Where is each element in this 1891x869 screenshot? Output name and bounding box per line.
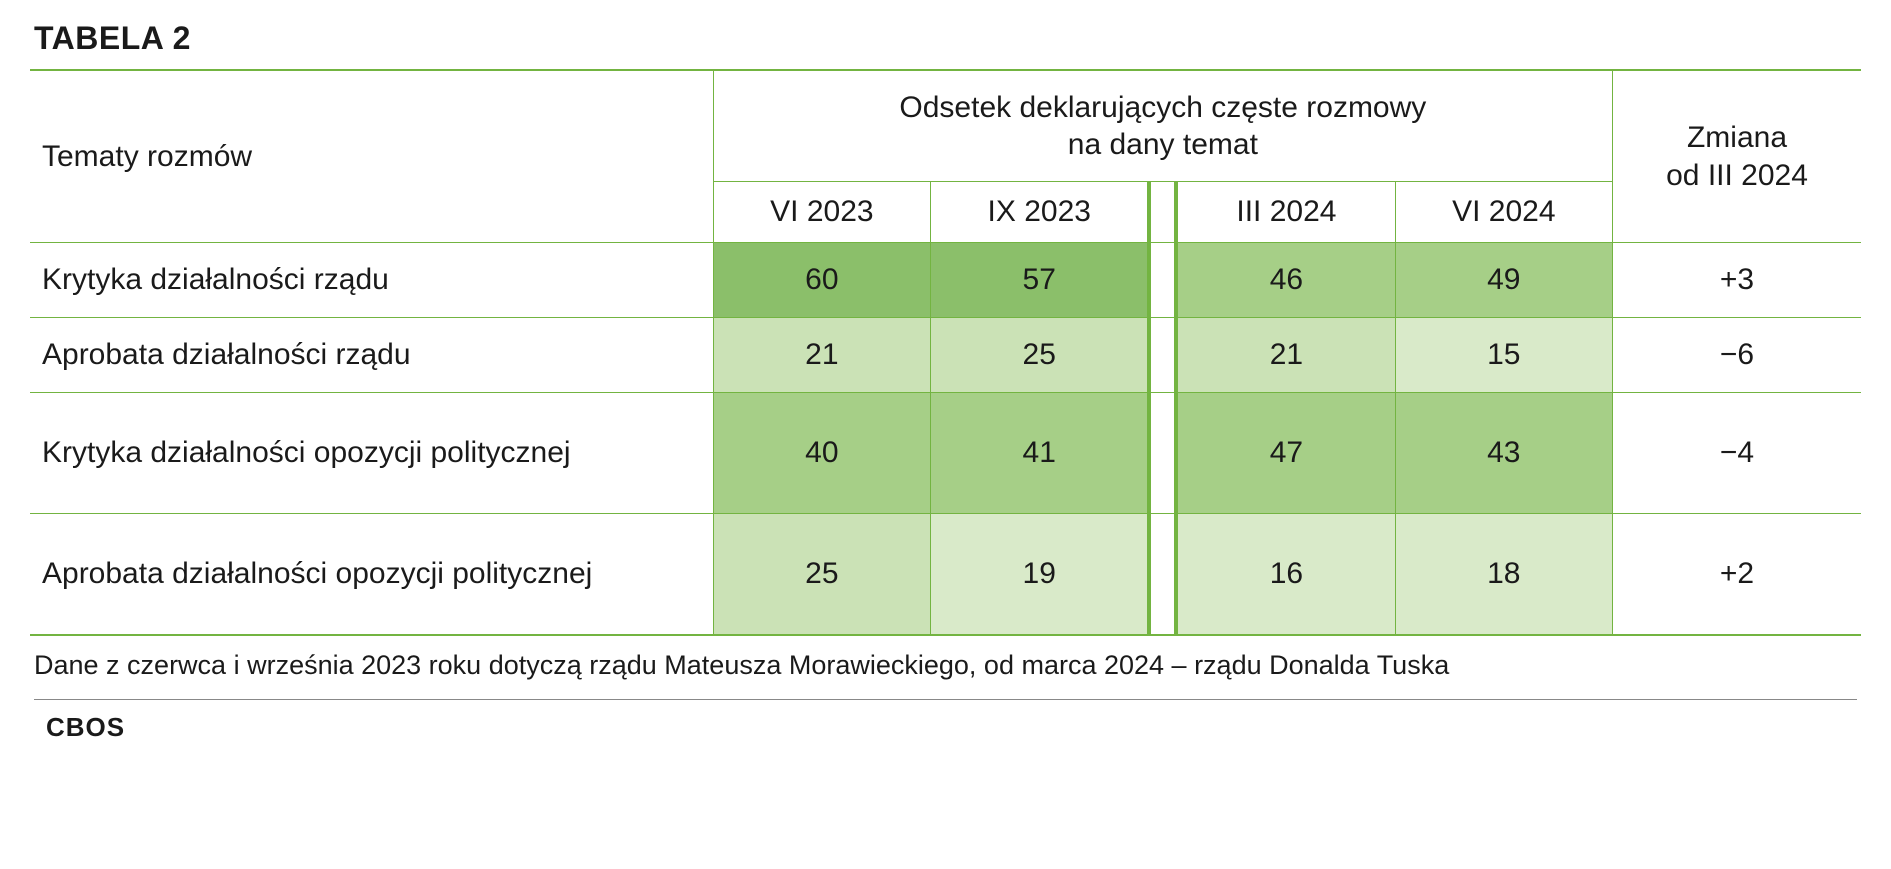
value-cell: 46 [1178,243,1395,318]
gap-cell [1148,514,1178,636]
value-cell: 40 [713,393,930,514]
value-cell: 15 [1395,318,1612,393]
data-table: Tematy rozmów Odsetek deklarujących częs… [30,69,1861,636]
header-row-label: Tematy rozmów [30,70,713,243]
change-cell: +3 [1613,243,1861,318]
value-cell: 21 [1178,318,1395,393]
change-cell: −6 [1613,318,1861,393]
header-change-line1: Zmiana [1687,121,1787,154]
table-header: Tematy rozmów Odsetek deklarujących częs… [30,70,1861,243]
table-row: Krytyka działalności opozycji polityczne… [30,393,1861,514]
page: TABELA 2 Tematy rozmów Odsetek deklarują… [0,0,1891,763]
value-cell: 25 [931,318,1148,393]
header-span-label: Odsetek deklarujących częste rozmowy na … [713,70,1612,182]
header-change-line2: od III 2024 [1666,159,1808,192]
header-span-line1: Odsetek deklarujących częste rozmowy [899,91,1426,124]
table-footnote: Dane z czerwca i września 2023 roku doty… [34,650,1857,700]
table-row: Aprobata działalności opozycji polityczn… [30,514,1861,636]
value-cell: 57 [931,243,1148,318]
value-cell: 43 [1395,393,1612,514]
row-label: Krytyka działalności opozycji polityczne… [30,393,713,514]
source-label: CBOS [46,712,1861,743]
header-period: VI 2023 [713,182,930,243]
value-cell: 47 [1178,393,1395,514]
header-period: IX 2023 [931,182,1148,243]
row-label: Aprobata działalności opozycji polityczn… [30,514,713,636]
header-change-label: Zmiana od III 2024 [1613,70,1861,243]
table-title: TABELA 2 [34,20,1861,57]
value-cell: 25 [713,514,930,636]
value-cell: 49 [1395,243,1612,318]
table-row: Aprobata działalności rządu21252115−6 [30,318,1861,393]
value-cell: 21 [713,318,930,393]
gap-cell [1148,318,1178,393]
header-period: VI 2024 [1395,182,1612,243]
header-period: III 2024 [1178,182,1395,243]
table-row: Krytyka działalności rządu6057 4649+3 [30,243,1861,318]
value-cell: 18 [1395,514,1612,636]
value-cell: 60 [713,243,930,318]
change-cell: −4 [1613,393,1861,514]
header-span-line2: na dany temat [1068,128,1258,161]
value-cell: 16 [1178,514,1395,636]
change-cell: +2 [1613,514,1861,636]
value-cell: 19 [931,514,1148,636]
table-body: Krytyka działalności rządu60574649+3Apro… [30,243,1861,636]
row-label: Aprobata działalności rządu [30,318,713,393]
value-cell: 41 [931,393,1148,514]
row-label: Krytyka działalności rządu [30,243,713,318]
gap-cell [1148,243,1178,318]
header-gap [1148,182,1178,243]
gap-cell [1148,393,1178,514]
